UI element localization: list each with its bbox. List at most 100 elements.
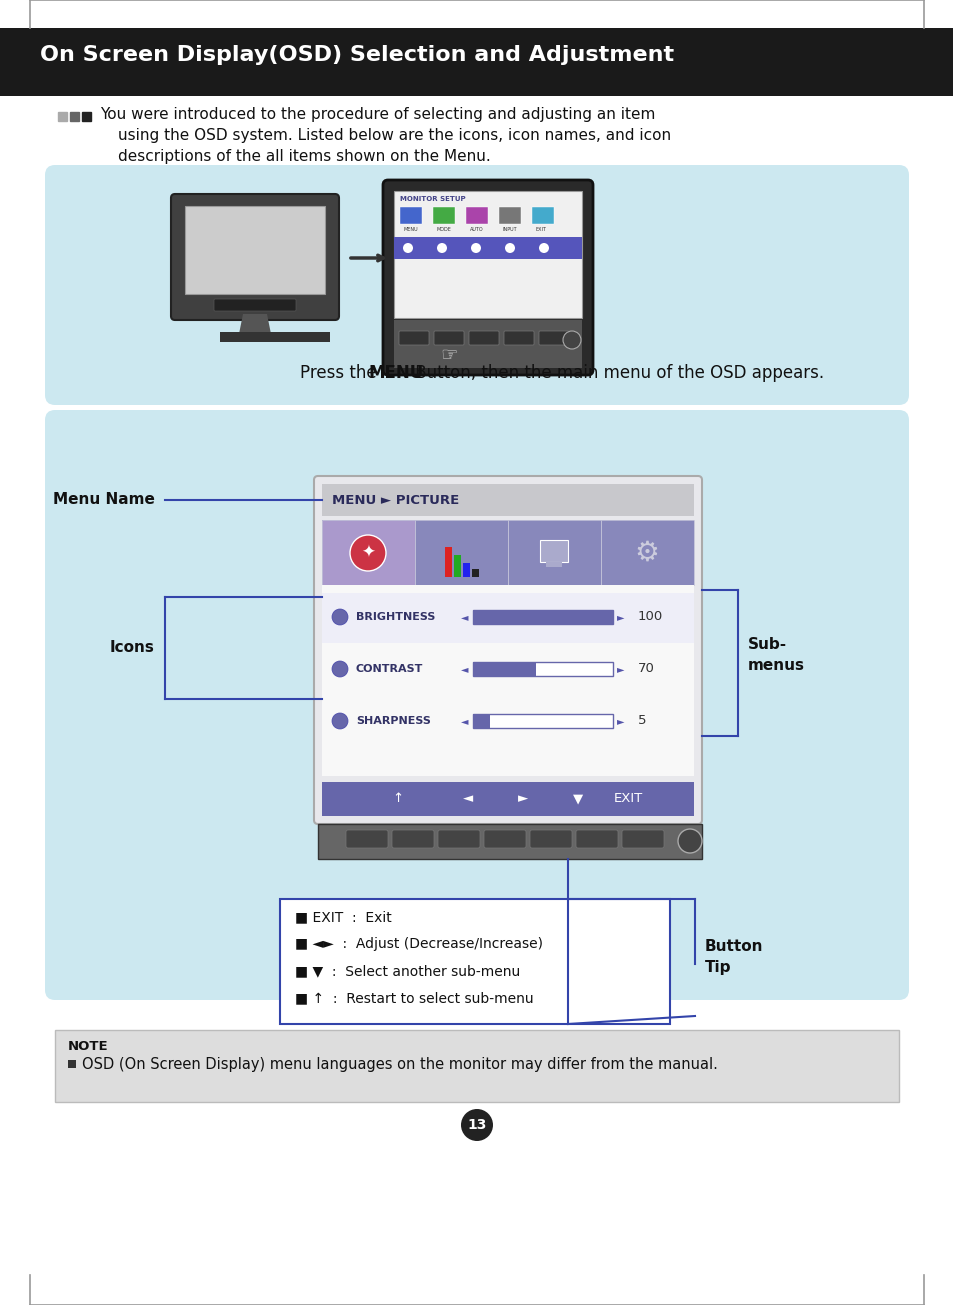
Text: ✦: ✦ xyxy=(360,544,375,562)
FancyBboxPatch shape xyxy=(576,830,618,848)
Circle shape xyxy=(471,243,480,253)
FancyBboxPatch shape xyxy=(382,180,593,375)
Text: ☞: ☞ xyxy=(439,346,457,365)
Circle shape xyxy=(562,331,580,348)
Text: ■ ▼  :  Select another sub-menu: ■ ▼ : Select another sub-menu xyxy=(294,964,519,977)
Text: 5: 5 xyxy=(638,715,646,727)
Text: ►: ► xyxy=(617,612,624,622)
Bar xyxy=(473,609,613,624)
Bar xyxy=(454,555,460,577)
Bar xyxy=(433,207,455,224)
Text: ⚙: ⚙ xyxy=(634,539,659,566)
Bar xyxy=(545,562,561,566)
Text: EXIT: EXIT xyxy=(536,227,546,232)
Bar xyxy=(532,207,554,224)
Text: ◄: ◄ xyxy=(460,716,468,726)
Bar xyxy=(473,714,613,728)
FancyBboxPatch shape xyxy=(621,830,663,848)
Bar xyxy=(70,112,79,121)
Bar xyxy=(394,191,581,318)
Circle shape xyxy=(460,1109,493,1141)
Text: ►: ► xyxy=(517,792,528,805)
Bar xyxy=(185,206,325,294)
Bar xyxy=(58,112,67,121)
Text: ▼: ▼ xyxy=(572,792,582,805)
Bar xyxy=(473,714,489,728)
Text: AUTO: AUTO xyxy=(470,227,483,232)
Text: ■ ◄►  :  Adjust (Decrease/Increase): ■ ◄► : Adjust (Decrease/Increase) xyxy=(294,937,542,951)
Bar xyxy=(280,899,669,1024)
Bar xyxy=(322,519,415,585)
Text: On Screen Display(OSD) Selection and Adjustment: On Screen Display(OSD) Selection and Adj… xyxy=(40,44,674,65)
FancyBboxPatch shape xyxy=(538,331,568,345)
Text: ◄: ◄ xyxy=(460,612,468,622)
FancyBboxPatch shape xyxy=(398,331,429,345)
Circle shape xyxy=(538,243,548,253)
Text: INPUT: INPUT xyxy=(502,227,517,232)
Polygon shape xyxy=(239,315,271,334)
Circle shape xyxy=(332,609,348,625)
Bar xyxy=(55,1030,898,1101)
Text: You were introduced to the procedure of selecting and adjusting an item: You were introduced to the procedure of … xyxy=(100,107,655,121)
Text: 100: 100 xyxy=(638,611,662,624)
Bar xyxy=(399,207,421,224)
Text: using the OSD system. Listed below are the icons, icon names, and icon: using the OSD system. Listed below are t… xyxy=(118,128,670,144)
Text: SHARPNESS: SHARPNESS xyxy=(355,716,431,726)
Circle shape xyxy=(436,243,447,253)
Bar xyxy=(473,662,536,676)
FancyBboxPatch shape xyxy=(530,830,572,848)
Bar xyxy=(0,27,953,97)
Text: ►: ► xyxy=(617,664,624,673)
Text: Press the: Press the xyxy=(299,364,381,382)
Text: Sub-
menus: Sub- menus xyxy=(747,637,804,673)
Text: ►: ► xyxy=(617,716,624,726)
Text: ■ EXIT  :  Exit: ■ EXIT : Exit xyxy=(294,910,392,924)
Circle shape xyxy=(350,535,386,572)
Bar xyxy=(415,519,507,585)
Bar xyxy=(322,592,693,643)
Bar xyxy=(394,320,581,368)
Text: OSD (On Screen Display) menu languages on the monitor may differ from the manual: OSD (On Screen Display) menu languages o… xyxy=(82,1057,717,1071)
Text: descriptions of the all items shown on the Menu.: descriptions of the all items shown on t… xyxy=(118,149,490,164)
FancyBboxPatch shape xyxy=(45,164,908,405)
Bar xyxy=(444,547,452,577)
Bar xyxy=(465,207,488,224)
Text: Button, then the main menu of the OSD appears.: Button, then the main menu of the OSD ap… xyxy=(410,364,823,382)
Text: ■ ↑  :  Restart to select sub-menu: ■ ↑ : Restart to select sub-menu xyxy=(294,990,533,1005)
Bar xyxy=(322,585,693,776)
Text: 13: 13 xyxy=(467,1118,486,1131)
Bar xyxy=(82,112,91,121)
Bar xyxy=(473,609,613,624)
Text: ◄: ◄ xyxy=(460,664,468,673)
Bar xyxy=(539,540,567,562)
FancyBboxPatch shape xyxy=(171,194,338,320)
Text: ↑: ↑ xyxy=(392,792,403,805)
Text: ◄: ◄ xyxy=(462,792,473,805)
FancyBboxPatch shape xyxy=(469,331,498,345)
FancyBboxPatch shape xyxy=(45,410,908,1000)
Bar xyxy=(220,331,330,342)
FancyBboxPatch shape xyxy=(434,331,463,345)
Bar xyxy=(507,519,600,585)
Circle shape xyxy=(402,243,413,253)
Bar xyxy=(394,238,581,258)
Bar xyxy=(600,519,693,585)
Text: Button
Tip: Button Tip xyxy=(704,940,762,975)
Circle shape xyxy=(332,713,348,729)
Circle shape xyxy=(504,243,515,253)
Text: MENU: MENU xyxy=(403,227,418,232)
Circle shape xyxy=(332,662,348,677)
Text: 70: 70 xyxy=(638,663,654,676)
Bar xyxy=(68,1060,76,1067)
FancyBboxPatch shape xyxy=(483,830,525,848)
Bar xyxy=(322,519,693,585)
Text: MENU ► PICTURE: MENU ► PICTURE xyxy=(332,493,458,506)
FancyBboxPatch shape xyxy=(437,830,479,848)
FancyBboxPatch shape xyxy=(314,476,701,823)
Bar xyxy=(322,645,693,696)
FancyBboxPatch shape xyxy=(346,830,388,848)
Bar xyxy=(322,484,693,515)
Text: BRIGHTNESS: BRIGHTNESS xyxy=(355,612,435,622)
Bar xyxy=(473,662,613,676)
Bar xyxy=(322,782,693,816)
